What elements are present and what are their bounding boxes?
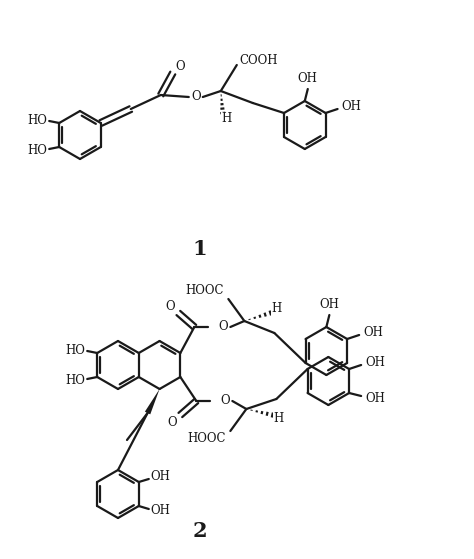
Text: 2: 2 (193, 521, 207, 541)
Text: HO: HO (65, 373, 85, 386)
Text: OH: OH (365, 392, 385, 405)
Polygon shape (145, 389, 160, 414)
Text: O: O (219, 320, 228, 334)
Text: HOOC: HOOC (185, 285, 224, 297)
Text: COOH: COOH (239, 54, 278, 67)
Text: O: O (165, 300, 175, 312)
Text: O: O (191, 91, 201, 103)
Text: OH: OH (151, 505, 171, 518)
Text: H: H (273, 413, 283, 425)
Text: O: O (167, 415, 177, 429)
Text: OH: OH (151, 471, 171, 484)
Text: H: H (271, 302, 282, 315)
Text: OH: OH (363, 325, 383, 339)
Text: HO: HO (27, 144, 47, 157)
Text: OH: OH (298, 73, 318, 86)
Text: HOOC: HOOC (187, 433, 226, 446)
Text: O: O (220, 395, 230, 408)
Text: HO: HO (27, 113, 47, 126)
Text: HO: HO (65, 343, 85, 357)
Text: OH: OH (319, 299, 339, 311)
Text: 1: 1 (193, 239, 207, 259)
Text: O: O (175, 59, 184, 73)
Text: OH: OH (365, 356, 385, 368)
Text: H: H (222, 112, 232, 126)
Text: OH: OH (342, 100, 362, 112)
